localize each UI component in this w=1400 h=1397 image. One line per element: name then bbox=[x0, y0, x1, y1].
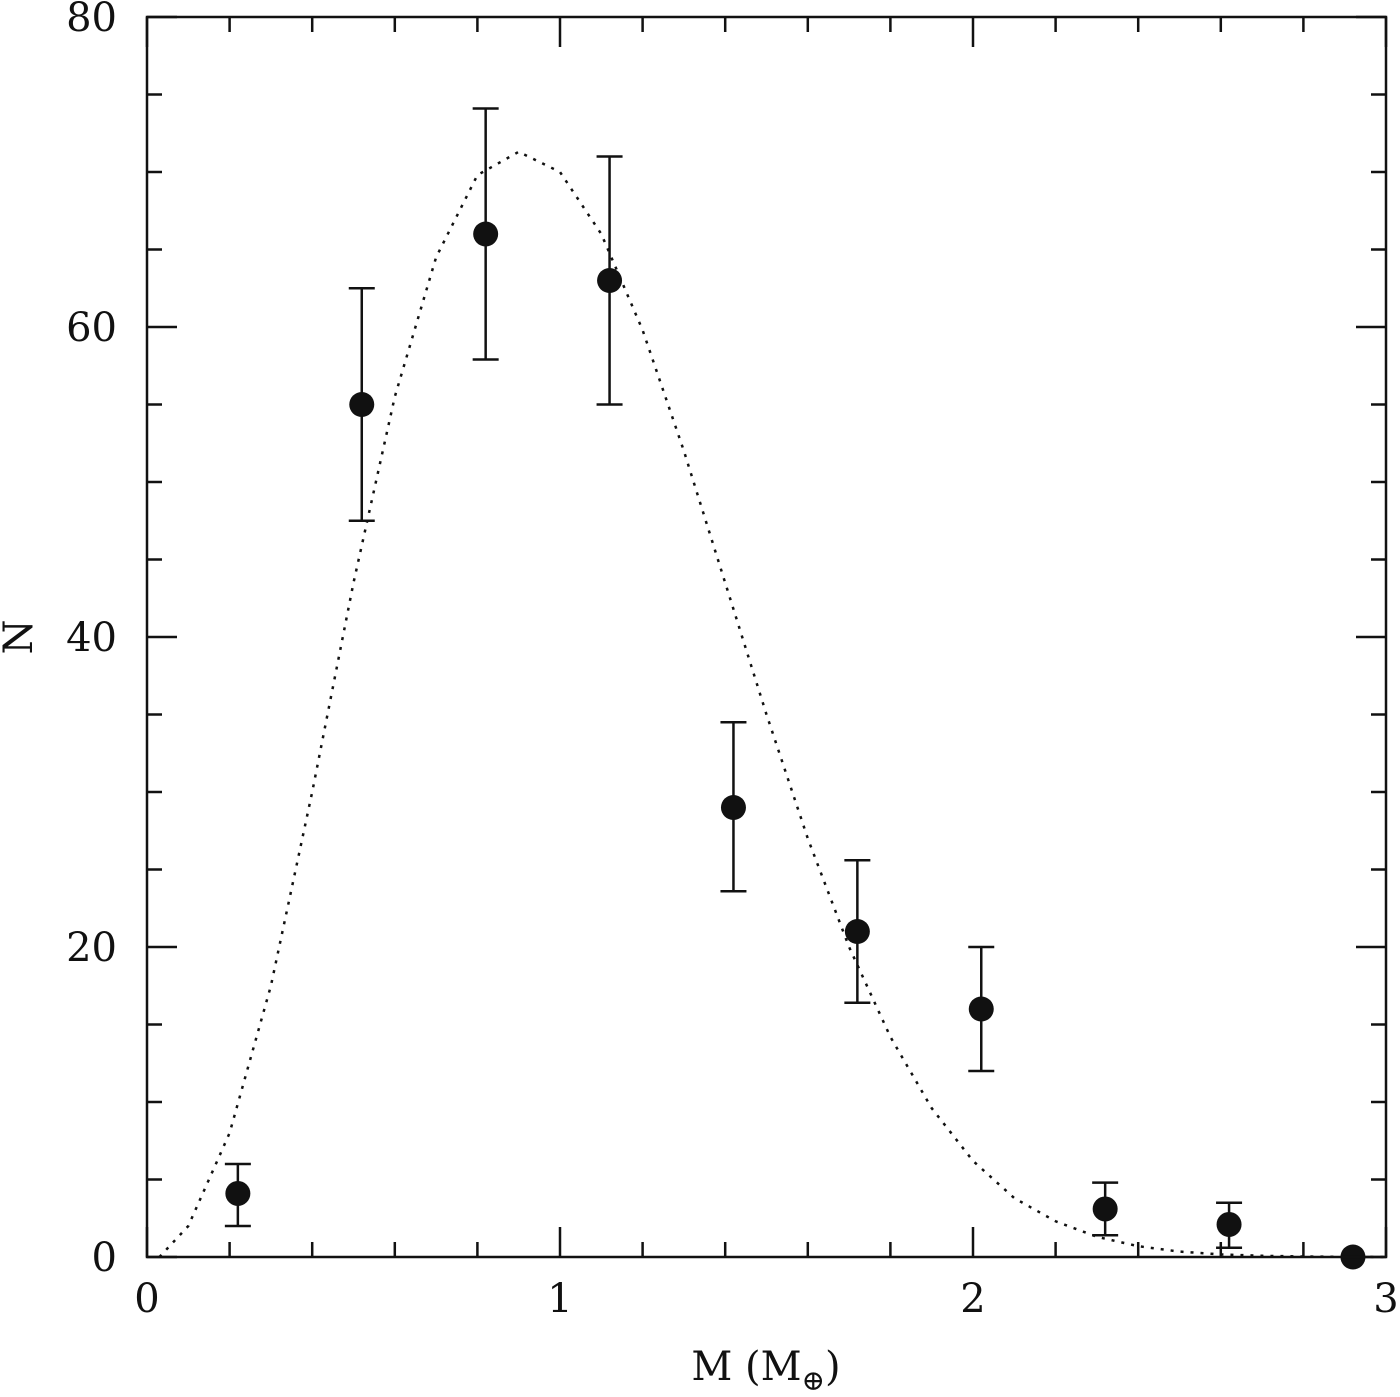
data-point bbox=[1092, 1196, 1118, 1222]
x-axis-label-close: ) bbox=[825, 1344, 841, 1390]
data-point bbox=[968, 996, 994, 1022]
x-tick-label: 2 bbox=[960, 1276, 985, 1322]
data-point bbox=[473, 221, 499, 247]
data-points bbox=[225, 221, 1366, 1270]
minor-ticks bbox=[147, 17, 1386, 1257]
x-tick-label: 0 bbox=[134, 1276, 159, 1322]
x-tick-label: 3 bbox=[1373, 1276, 1398, 1322]
data-point bbox=[1216, 1211, 1242, 1237]
y-tick-labels: 0 20 40 60 80 bbox=[66, 0, 117, 1281]
y-tick-label: 80 bbox=[66, 0, 117, 41]
x-axis-label: M (M⊕) bbox=[691, 1344, 840, 1397]
y-tick-label: 20 bbox=[66, 925, 117, 971]
earth-symbol-subscript: ⊕ bbox=[802, 1364, 825, 1397]
error-bars bbox=[224, 107, 1243, 1249]
y-tick-label: 60 bbox=[66, 305, 117, 351]
data-point bbox=[225, 1180, 251, 1206]
x-tick-labels: 0 1 2 3 bbox=[134, 1276, 1398, 1322]
x-axis-label-main: M (M bbox=[691, 1344, 801, 1390]
major-ticks bbox=[145, 15, 1388, 1259]
plot-frame bbox=[145, 15, 1388, 1259]
data-point bbox=[844, 919, 870, 944]
y-tick-label: 0 bbox=[92, 1235, 117, 1281]
model-curve-path bbox=[158, 150, 1387, 1259]
model-curve bbox=[158, 150, 1387, 1259]
y-axis-label: N bbox=[0, 620, 42, 655]
x-tick-label: 1 bbox=[547, 1276, 572, 1322]
data-point bbox=[597, 268, 623, 293]
y-tick-label: 40 bbox=[66, 615, 117, 661]
data-point bbox=[349, 392, 375, 417]
data-point bbox=[720, 795, 746, 820]
